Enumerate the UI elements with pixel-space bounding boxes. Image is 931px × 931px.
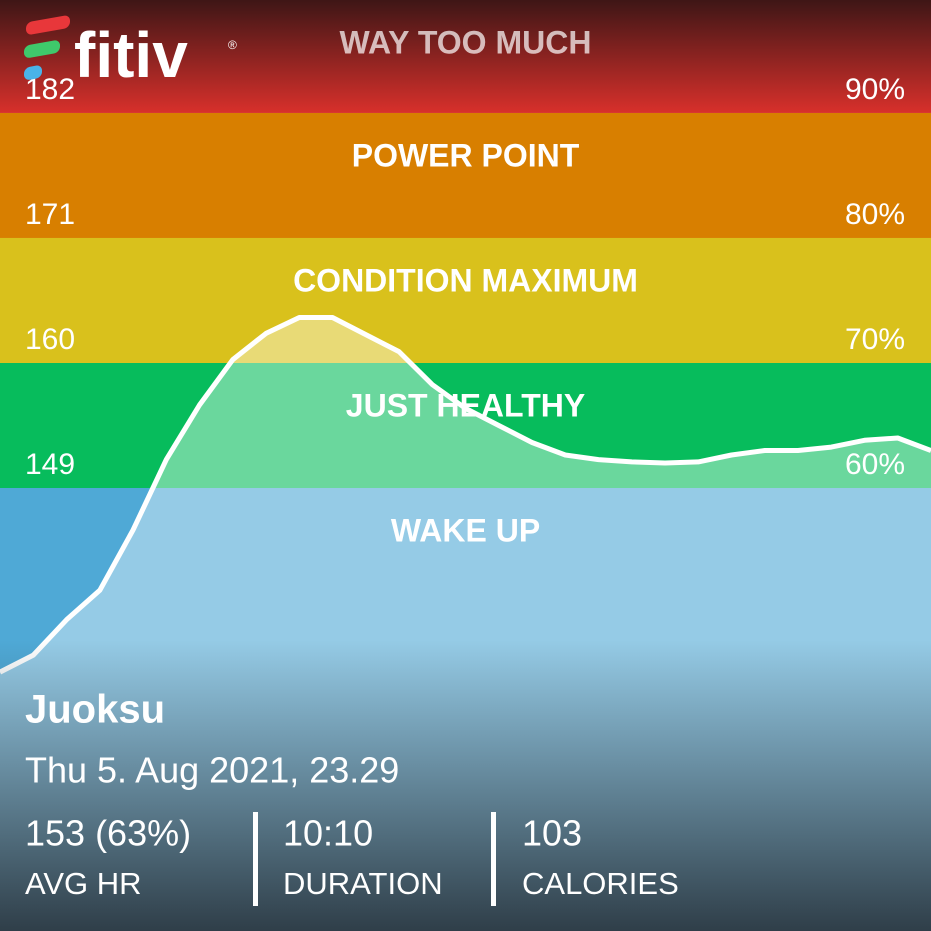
stat-label: DURATION [283, 866, 443, 901]
zone-label: CONDITION MAXIMUM [293, 262, 638, 298]
curve [0, 315, 931, 675]
logo: fitiv ® [24, 15, 237, 91]
zone-label: POWER POINT [352, 137, 580, 173]
stat-value: 103 [522, 813, 582, 854]
zone-label: WAKE UP [391, 512, 540, 548]
y-tick-label: 149 [25, 448, 75, 481]
logo-text: fitiv [74, 19, 188, 91]
y2-tick-label: 70% [845, 323, 905, 356]
workout-title: Juoksu [25, 688, 165, 732]
stat-value: 10:10 [283, 813, 373, 854]
zone-band [0, 0, 931, 113]
logo-mark: ® [228, 38, 237, 52]
zone-band [0, 237, 931, 363]
info-shade [0, 640, 931, 931]
stat-value: 153 (63%) [25, 813, 191, 854]
divider [253, 812, 258, 906]
logo-stripe [24, 40, 60, 58]
y-tick-label: 160 [25, 323, 75, 356]
y2-tick-label: 60% [845, 448, 905, 481]
stat-label: AVG HR [25, 866, 142, 901]
zone-band [0, 112, 931, 238]
stat-label: CALORIES [522, 866, 679, 901]
divider [491, 812, 496, 906]
zone-label: WAY TOO MUCH [340, 24, 592, 60]
y2-tick-label: 80% [845, 198, 905, 231]
y-tick-label: 171 [25, 198, 75, 231]
workout-date: Thu 5. Aug 2021, 23.29 [25, 750, 399, 791]
hr-line [0, 315, 931, 675]
logo-stripe [24, 65, 42, 80]
logo-stripe [26, 15, 70, 35]
y2-tick-label: 90% [845, 73, 905, 106]
zone-band [0, 362, 931, 489]
